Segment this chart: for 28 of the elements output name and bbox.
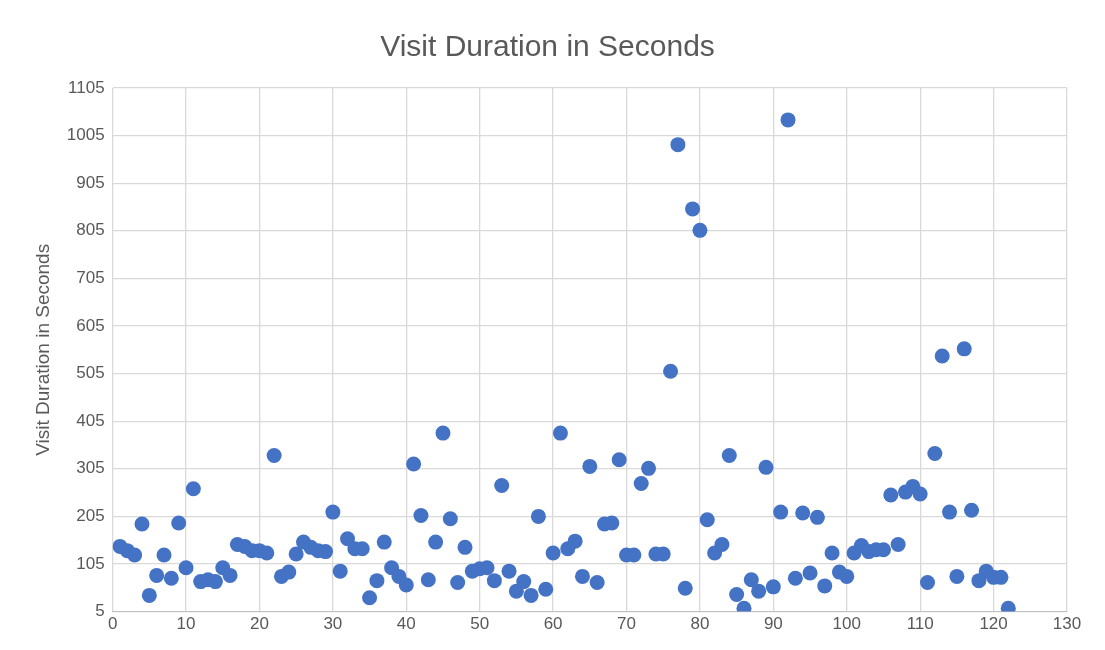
- x-tick-label: 0: [107, 614, 118, 634]
- y-tick-label: 505: [76, 363, 105, 383]
- y-tick-label: 105: [76, 553, 105, 573]
- y-tick-label: 305: [76, 458, 105, 478]
- y-tick-label: 705: [76, 268, 105, 288]
- x-tick-label: 70: [617, 614, 636, 634]
- x-tick-label: 90: [763, 614, 783, 634]
- y-tick-label: 1005: [66, 125, 105, 145]
- x-tick-label: 130: [1052, 614, 1082, 634]
- x-tick-label: 100: [832, 614, 861, 634]
- x-tick-label: 80: [690, 614, 710, 634]
- y-tick-label: 905: [76, 172, 105, 192]
- y-tick-label: 405: [76, 410, 105, 430]
- y-tick-label: 205: [76, 506, 105, 526]
- y-tick-label: 805: [76, 220, 105, 240]
- x-tick-label: 30: [323, 614, 343, 634]
- y-tick-label: 1105: [68, 77, 105, 97]
- x-tick-label: 50: [470, 614, 490, 634]
- x-tick-label: 20: [249, 614, 269, 634]
- y-tick-label: 605: [76, 315, 105, 335]
- y-axis-title: Visit Duration in Seconds: [31, 243, 53, 456]
- x-tick-label: 110: [906, 614, 934, 634]
- y-tick-label: 5: [95, 601, 105, 621]
- x-tick-label: 10: [176, 614, 196, 634]
- x-tick-label: 60: [543, 614, 563, 634]
- chart-title: Visit Duration in Seconds: [380, 29, 715, 63]
- x-tick-label: 40: [396, 614, 416, 634]
- x-tick-label: 120: [979, 614, 1008, 634]
